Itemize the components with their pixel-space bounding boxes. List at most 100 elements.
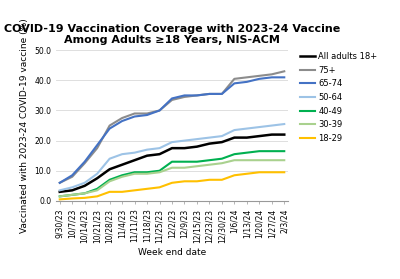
50-64	[120, 153, 124, 156]
40-49	[232, 153, 237, 156]
All adults 18+	[220, 140, 224, 144]
Line: 18-29: 18-29	[60, 172, 284, 199]
18-29	[282, 170, 287, 174]
40-49	[269, 150, 274, 153]
40-49	[132, 170, 137, 174]
50-64	[182, 139, 187, 142]
30-39	[232, 158, 237, 162]
65-74	[194, 94, 199, 97]
50-64	[244, 127, 249, 130]
All adults 18+	[95, 177, 100, 180]
30-39	[170, 166, 174, 169]
50-64	[220, 134, 224, 138]
65-74	[257, 77, 262, 81]
75+	[120, 116, 124, 120]
40-49	[95, 187, 100, 191]
50-64	[232, 128, 237, 132]
65-74	[269, 76, 274, 79]
40-49	[157, 169, 162, 172]
All adults 18+	[232, 136, 237, 139]
30-39	[95, 189, 100, 192]
50-64	[207, 136, 212, 139]
Title: COVID-19 Vaccination Coverage with 2023-24 Vaccine
Among Adults ≥18 Years, NIS-A: COVID-19 Vaccination Coverage with 2023-…	[4, 24, 340, 45]
All adults 18+	[57, 190, 62, 194]
18-29	[95, 195, 100, 198]
50-64	[282, 122, 287, 126]
65-74	[220, 92, 224, 96]
All adults 18+	[282, 133, 287, 136]
18-29	[170, 181, 174, 184]
65-74	[207, 92, 212, 96]
30-39	[82, 192, 87, 195]
65-74	[120, 119, 124, 123]
All adults 18+	[145, 154, 150, 157]
75+	[194, 94, 199, 97]
30-39	[157, 170, 162, 174]
Line: 65-74: 65-74	[60, 77, 284, 183]
40-49	[170, 160, 174, 163]
30-39	[194, 165, 199, 168]
30-39	[57, 195, 62, 198]
65-74	[182, 94, 187, 97]
30-39	[132, 172, 137, 175]
50-64	[257, 125, 262, 129]
65-74	[232, 82, 237, 85]
50-64	[194, 138, 199, 141]
40-49	[82, 192, 87, 195]
40-49	[120, 174, 124, 177]
All adults 18+	[120, 163, 124, 166]
18-29	[182, 180, 187, 183]
All adults 18+	[194, 145, 199, 148]
30-39	[207, 163, 212, 166]
75+	[82, 162, 87, 165]
Line: All adults 18+: All adults 18+	[60, 134, 284, 192]
75+	[220, 92, 224, 96]
18-29	[157, 186, 162, 189]
50-64	[95, 172, 100, 175]
75+	[95, 146, 100, 150]
65-74	[170, 97, 174, 100]
30-39	[120, 175, 124, 179]
All adults 18+	[170, 146, 174, 150]
All adults 18+	[132, 158, 137, 162]
X-axis label: Week end date: Week end date	[138, 248, 206, 257]
18-29	[257, 170, 262, 174]
50-64	[107, 157, 112, 160]
65-74	[107, 127, 112, 130]
18-29	[194, 180, 199, 183]
50-64	[132, 151, 137, 154]
30-39	[220, 162, 224, 165]
All adults 18+	[257, 134, 262, 138]
50-64	[57, 189, 62, 192]
18-29	[120, 190, 124, 194]
Line: 50-64: 50-64	[60, 124, 284, 190]
50-64	[170, 140, 174, 144]
50-64	[70, 186, 75, 189]
75+	[232, 77, 237, 81]
30-39	[145, 172, 150, 175]
65-74	[82, 160, 87, 163]
65-74	[132, 115, 137, 118]
40-49	[57, 195, 62, 198]
18-29	[244, 172, 249, 175]
75+	[244, 76, 249, 79]
Line: 40-49: 40-49	[60, 151, 284, 196]
65-74	[70, 174, 75, 177]
Y-axis label: Vaccinated with 2023-24 COVID-19 vaccine (%): Vaccinated with 2023-24 COVID-19 vaccine…	[20, 18, 28, 233]
75+	[132, 112, 137, 115]
50-64	[145, 148, 150, 151]
Line: 75+: 75+	[60, 71, 284, 183]
All adults 18+	[244, 136, 249, 139]
65-74	[282, 76, 287, 79]
75+	[182, 95, 187, 98]
18-29	[220, 178, 224, 181]
30-39	[107, 180, 112, 183]
All adults 18+	[207, 142, 212, 145]
50-64	[157, 146, 162, 150]
40-49	[182, 160, 187, 163]
65-74	[145, 113, 150, 117]
75+	[70, 175, 75, 179]
30-39	[269, 158, 274, 162]
40-49	[70, 193, 75, 196]
65-74	[57, 181, 62, 184]
